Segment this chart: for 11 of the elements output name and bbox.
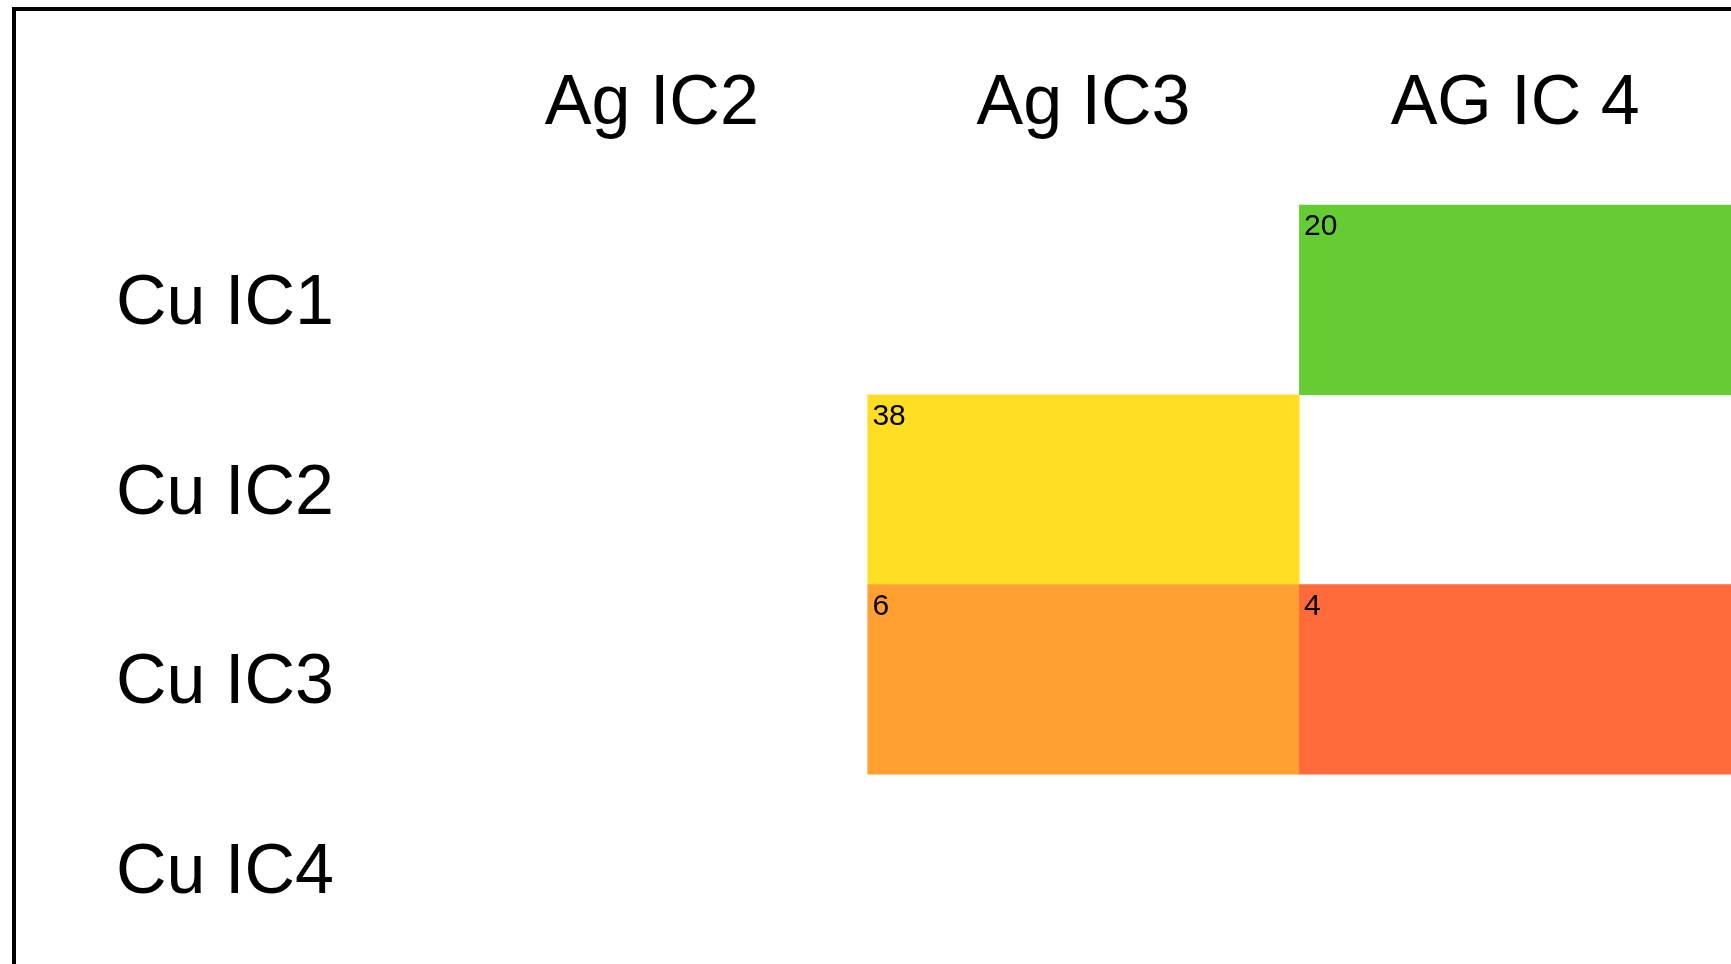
data-label: 4 [1304,587,1321,621]
x-tick-label: Ag IC3 [976,61,1191,139]
data-label: 6 [872,587,890,621]
y-tick-label: Cu IC4 [116,830,334,909]
x-tick-label: AG IC 4 [1390,61,1640,139]
y-tick-label: Cu IC3 [116,640,334,719]
y-tick-label: Cu IC1 [116,260,334,339]
data-label: 20 [1304,208,1338,242]
y-tick-label: Cu IC2 [116,450,334,529]
x-tick-label: Ag IC2 [544,61,759,139]
data-label: 38 [872,398,906,431]
